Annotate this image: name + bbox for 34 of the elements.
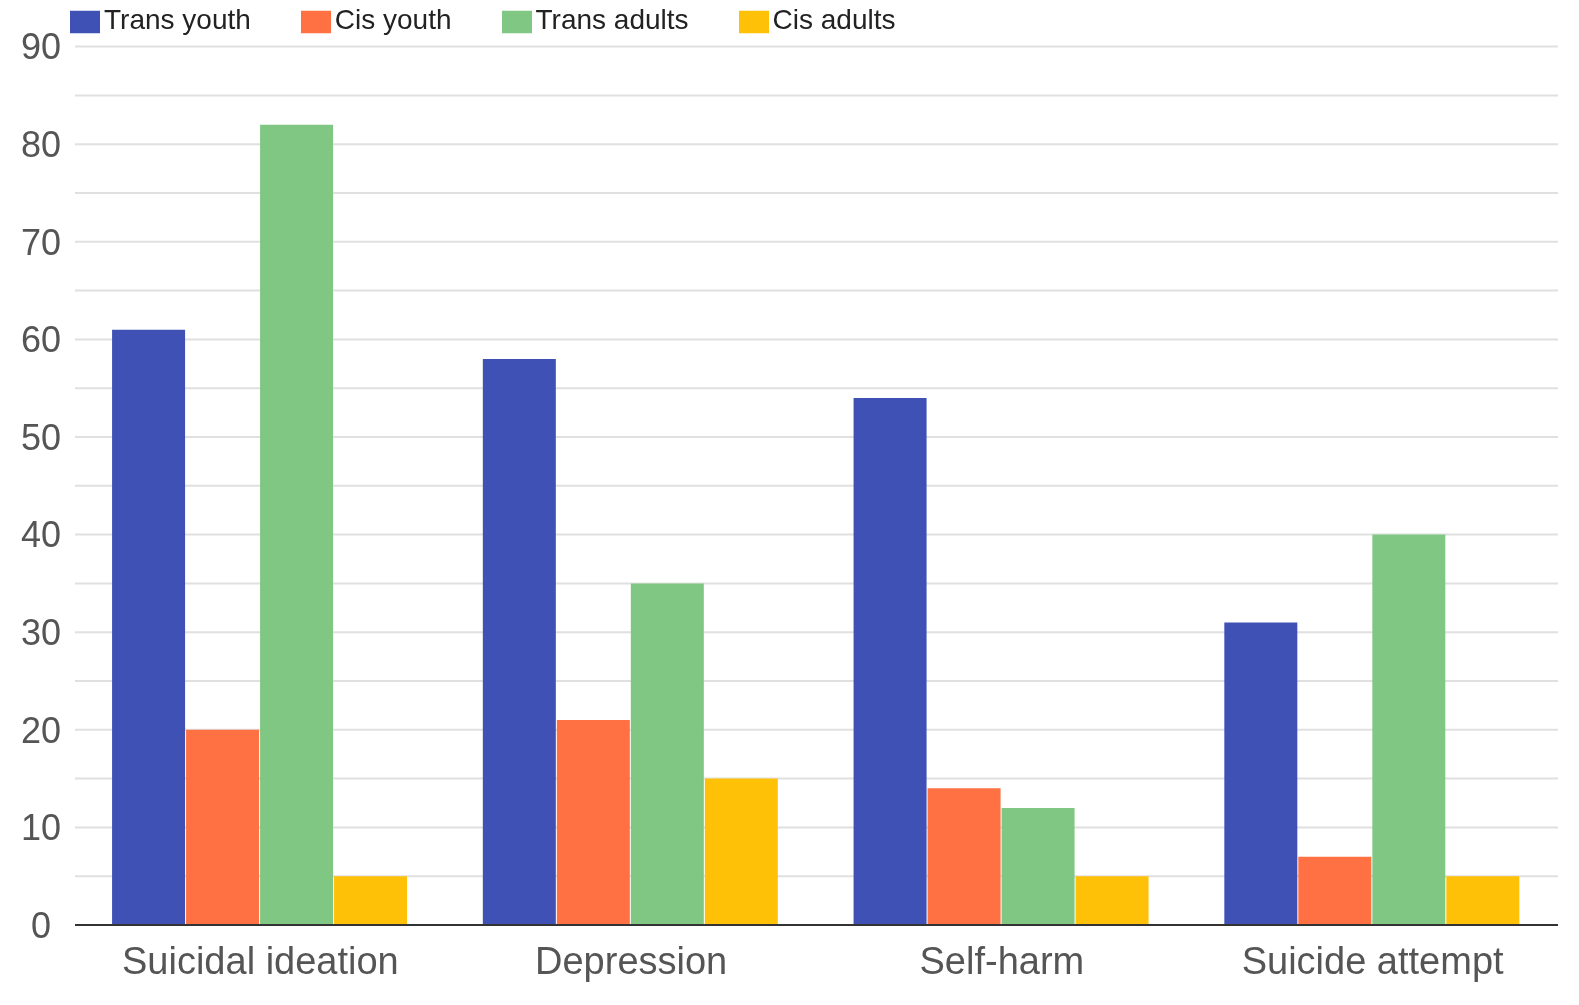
bar bbox=[704, 778, 778, 925]
legend-label: Trans adults bbox=[535, 4, 689, 35]
bar bbox=[556, 720, 630, 925]
bar bbox=[334, 876, 408, 925]
legend-label: Cis youth bbox=[334, 4, 452, 35]
bar bbox=[1001, 807, 1075, 925]
y-tick-label: 10 bbox=[20, 807, 62, 849]
x-tick-label: Suicide attempt bbox=[1241, 939, 1505, 982]
bar bbox=[1372, 534, 1446, 925]
legend-label: Trans youth bbox=[104, 4, 251, 35]
bar bbox=[1075, 876, 1149, 925]
y-tick-label: 30 bbox=[20, 611, 62, 653]
y-tick-label: 20 bbox=[20, 709, 62, 751]
bar bbox=[260, 124, 334, 925]
bar bbox=[186, 729, 260, 925]
bar bbox=[853, 397, 927, 925]
y-tick-label: 80 bbox=[20, 123, 62, 165]
bar bbox=[927, 788, 1001, 925]
bar bbox=[1298, 856, 1372, 925]
x-tick-label: Depression bbox=[535, 939, 728, 982]
legend-label: Cis adults bbox=[772, 4, 896, 35]
bar bbox=[1224, 622, 1298, 925]
x-tick-label: Suicidal ideation bbox=[122, 939, 399, 982]
bar bbox=[112, 329, 186, 925]
y-tick-label: 40 bbox=[20, 514, 62, 556]
y-tick-label: 50 bbox=[20, 416, 62, 458]
bar bbox=[630, 583, 704, 925]
bar bbox=[1446, 876, 1520, 925]
y-tick-label: 90 bbox=[20, 26, 62, 68]
y-tick-label: 0 bbox=[30, 904, 52, 946]
y-tick-label: 70 bbox=[20, 221, 62, 263]
y-tick-label: 60 bbox=[20, 319, 62, 361]
bar bbox=[482, 358, 556, 925]
x-tick-label: Self-harm bbox=[919, 939, 1085, 982]
